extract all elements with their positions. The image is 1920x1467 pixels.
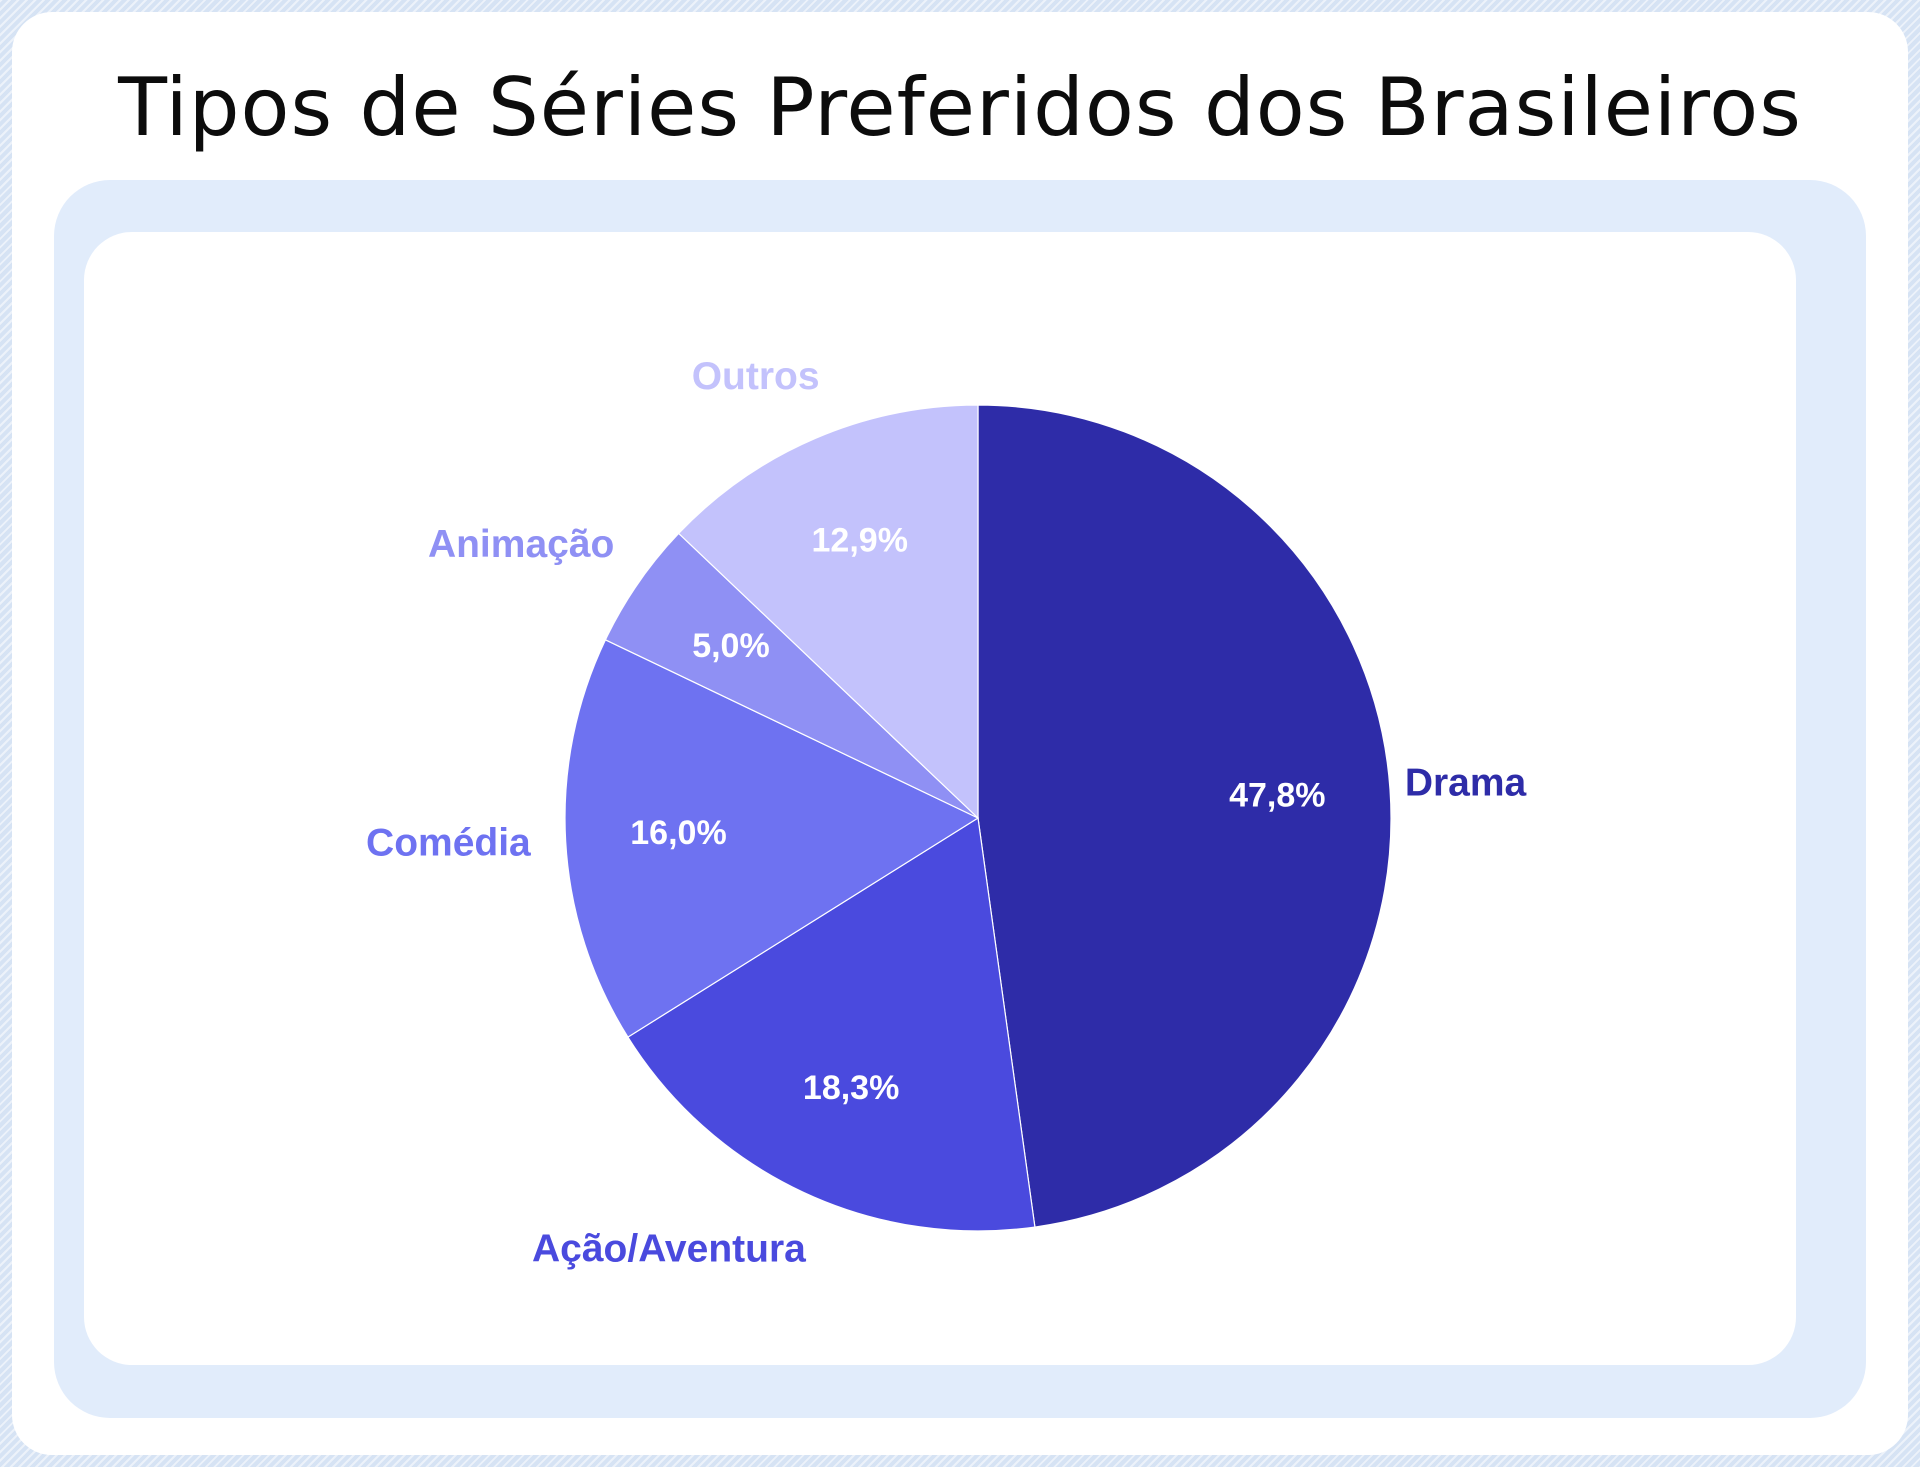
value-label-outros: 12,9% xyxy=(812,521,908,559)
category-label-drama: Drama xyxy=(1405,761,1527,804)
category-label-com-dia: Comédia xyxy=(366,821,531,864)
value-label-drama: 47,8% xyxy=(1229,776,1325,814)
category-label-anima-o: Animação xyxy=(428,523,614,566)
value-label-a-o-aventura: 18,3% xyxy=(803,1069,899,1107)
chart-title: Tipos de Séries Preferidos dos Brasileir… xyxy=(118,61,1802,154)
value-label-com-dia: 16,0% xyxy=(630,814,726,852)
pie-slice-com-dia xyxy=(564,639,980,1038)
category-label-a-o-aventura: Ação/Aventura xyxy=(532,1227,806,1270)
category-label-outros: Outros xyxy=(692,355,820,398)
pie-slice-a-o-aventura xyxy=(627,817,1036,1232)
pie-slice-outros xyxy=(677,404,979,820)
pie-slice-drama xyxy=(977,404,1392,1228)
value-label-anima-o: 5,0% xyxy=(692,627,770,665)
